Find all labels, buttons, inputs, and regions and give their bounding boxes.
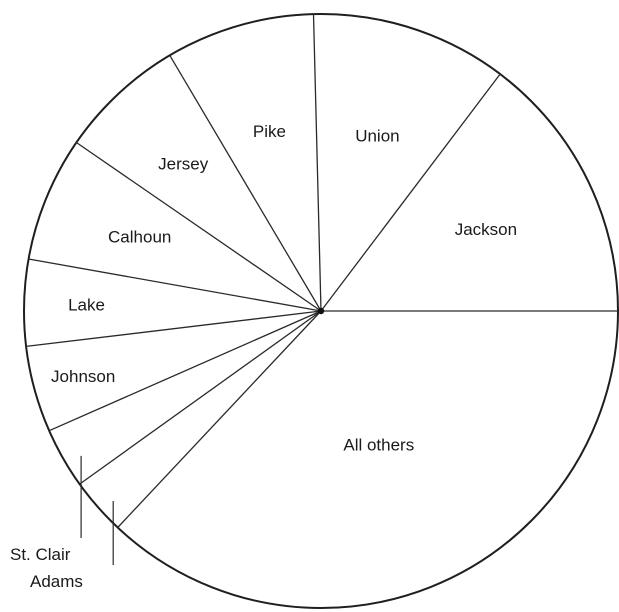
slice-boundary-6: [28, 258, 322, 312]
pie-center: [317, 307, 325, 315]
slice-label-8: St. Clair: [10, 545, 71, 564]
slice-boundaries: [26, 14, 618, 528]
slice-boundary-10: [117, 310, 322, 528]
slice-boundary-7: [26, 310, 322, 348]
slice-boundary-4: [169, 55, 322, 312]
slice-label-3: Pike: [253, 122, 286, 141]
slice-label-4: Jersey: [158, 154, 209, 173]
slice-labels: Jackson Union Pike Jersey Calhoun Lake Johnson…: [10, 122, 517, 591]
slice-label-10: All others: [343, 436, 414, 455]
slice-label-6: Lake: [68, 295, 105, 314]
slice-boundary-5: [76, 141, 322, 312]
slice-label-5: Calhoun: [108, 228, 171, 247]
slice-label-2: Union: [355, 127, 399, 146]
slice-boundary-9: [79, 310, 322, 485]
slice-boundary-3: [312, 14, 322, 312]
slice-boundary-8: [48, 310, 322, 432]
slice-boundary-2: [320, 73, 501, 312]
leader-lines: [80, 455, 114, 565]
slice-label-1: Jackson: [455, 220, 517, 239]
slice-label-9: Adams: [30, 572, 83, 591]
slice-label-7: Johnson: [51, 367, 115, 386]
